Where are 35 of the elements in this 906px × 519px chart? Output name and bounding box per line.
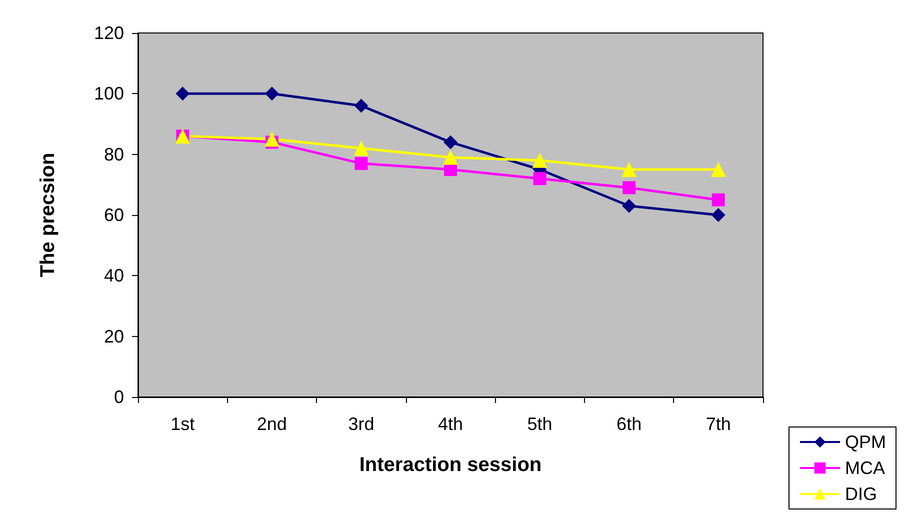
x-tick-label: 5th bbox=[527, 414, 552, 434]
x-tick-label: 6th bbox=[616, 414, 642, 434]
x-tick-label: 7th bbox=[706, 414, 731, 434]
point bbox=[622, 162, 637, 177]
point bbox=[443, 150, 458, 165]
point bbox=[264, 132, 280, 147]
y-axis-title: The precsion bbox=[37, 152, 59, 278]
x-tick-label: 1st bbox=[170, 414, 195, 434]
point bbox=[711, 208, 726, 222]
point bbox=[710, 162, 726, 177]
x-axis-title: Interaction session bbox=[359, 454, 542, 476]
point bbox=[176, 86, 190, 101]
point bbox=[354, 156, 368, 170]
point bbox=[444, 135, 458, 150]
point bbox=[712, 193, 725, 206]
x-tick-label: 4th bbox=[438, 414, 464, 434]
y-tick-label: 120 bbox=[94, 23, 124, 43]
point bbox=[533, 172, 546, 186]
point bbox=[354, 140, 369, 156]
legend-label: DIG bbox=[845, 484, 878, 504]
y-tick-label: 80 bbox=[104, 144, 124, 164]
legend-label: MCA bbox=[845, 458, 885, 478]
point bbox=[354, 98, 368, 113]
point bbox=[264, 86, 279, 101]
legend-label: QPM bbox=[845, 432, 886, 452]
y-tick-label: 20 bbox=[104, 326, 124, 346]
x-tick-label: 2nd bbox=[256, 414, 287, 434]
point bbox=[532, 152, 548, 168]
point bbox=[622, 181, 636, 194]
y-tick-label: 100 bbox=[94, 84, 124, 104]
x-tick-label: 3rd bbox=[348, 414, 374, 434]
point bbox=[622, 198, 636, 213]
y-tick-label: 0 bbox=[114, 387, 124, 407]
y-tick-label: 40 bbox=[104, 266, 124, 286]
y-tick-label: 60 bbox=[104, 205, 124, 225]
